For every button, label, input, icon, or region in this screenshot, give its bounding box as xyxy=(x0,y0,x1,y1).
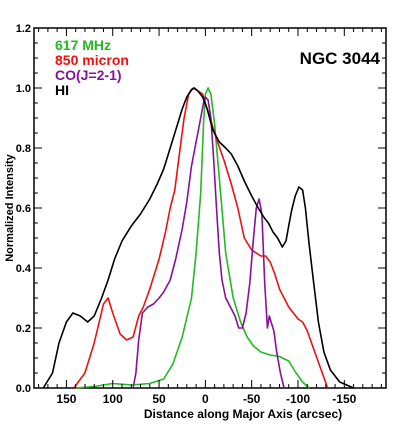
y-tick-label: 1.0 xyxy=(16,83,31,95)
x-tick-label: 150 xyxy=(56,392,76,406)
x-tick-label: -100 xyxy=(286,392,310,406)
x-axis-ticks: 150 100 50 0 -50 -100 -150 xyxy=(38,28,382,406)
plot-area xyxy=(33,27,387,389)
x-tick-label: 100 xyxy=(103,392,123,406)
x-tick-label: 0 xyxy=(202,392,209,406)
chart-title: NGC 3044 xyxy=(300,49,381,68)
series-line-4 xyxy=(42,87,354,389)
y-axis-label: Normalized Intensity xyxy=(4,153,16,261)
x-tick-label: 50 xyxy=(152,392,166,406)
y-tick-label: 1.2 xyxy=(16,23,31,35)
y-tick-label: 0.0 xyxy=(16,383,31,395)
x-tick-label: -50 xyxy=(243,392,261,406)
legend-entry-4: HI xyxy=(55,82,69,98)
x-axis-label: Distance along Major Axis (arcsec) xyxy=(144,407,342,421)
legend-entry-2: 850 micron xyxy=(55,52,129,68)
legend-entry-1: 617 MHz xyxy=(55,37,111,53)
y-axis-ticks: 0.0 0.2 0.4 0.6 0.8 1.0 1.2 xyxy=(16,23,386,395)
series-line-3 xyxy=(132,96,285,389)
y-tick-label: 0.2 xyxy=(16,323,31,335)
y-tick-label: 0.8 xyxy=(16,143,31,155)
y-tick-label: 0.6 xyxy=(16,203,31,215)
x-tick-label: -150 xyxy=(332,392,356,406)
legend-entry-3: CO(J=2-1) xyxy=(55,67,122,83)
y-tick-label: 0.4 xyxy=(16,263,32,275)
